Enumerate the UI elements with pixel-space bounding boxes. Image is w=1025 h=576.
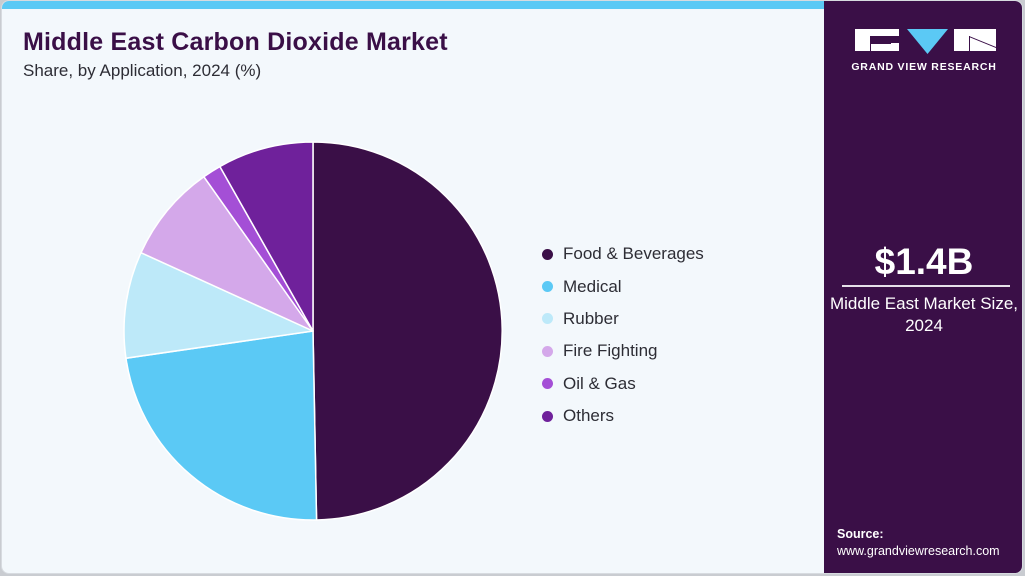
legend-label: Medical [563, 276, 622, 296]
legend-label: Rubber [563, 308, 619, 328]
grand-view-research-logo-icon [855, 29, 996, 54]
chart-title: Middle East Carbon Dioxide Market [23, 28, 448, 56]
pie-slice-others [219, 141, 314, 332]
pie-slice-food-beverages [312, 141, 503, 521]
market-size-value: $1.4B [874, 241, 974, 282]
kpi-divider [842, 285, 1010, 287]
pie-slices [123, 141, 503, 521]
legend-label: Fire Fighting [563, 341, 658, 361]
legend-item-medical: Medical [542, 270, 704, 302]
legend-item-fire-fighting: Fire Fighting [542, 335, 704, 367]
legend-dot-icon [542, 313, 553, 325]
legend-dot-icon [542, 345, 553, 357]
pie-slice-fire-fighting [140, 175, 314, 332]
pie-chart [123, 141, 503, 521]
chart-legend: Food & Beverages Medical Rubber Fire Fig… [542, 238, 704, 432]
legend-dot-icon [542, 248, 553, 260]
brand-side-panel: GRAND VIEW RESEARCH $1.4B Middle East Ma… [824, 1, 1022, 573]
accent-stripe [2, 1, 824, 9]
legend-label: Food & Beverages [563, 244, 704, 264]
legend-label: Oil & Gas [563, 373, 636, 393]
pie-slice-medical [125, 330, 318, 521]
legend-dot-icon [542, 281, 553, 293]
legend-item-food-beverages: Food & Beverages [542, 238, 704, 270]
source-label: Source: [837, 527, 884, 541]
chart-subtitle: Share, by Application, 2024 (%) [23, 61, 262, 80]
logo-text: GRAND VIEW RESEARCH [851, 61, 997, 73]
pie-slice-rubber [123, 251, 314, 359]
legend-label: Others [563, 406, 615, 426]
legend-item-rubber: Rubber [542, 303, 704, 335]
market-size-label: Middle East Market Size, 2024 [829, 294, 1018, 335]
source-url: www.grandviewresearch.com [837, 544, 1000, 558]
legend-dot-icon [542, 378, 553, 390]
legend-item-oil-gas: Oil & Gas [542, 368, 704, 400]
legend-dot-icon [542, 410, 553, 422]
legend-item-others: Others [542, 400, 704, 432]
